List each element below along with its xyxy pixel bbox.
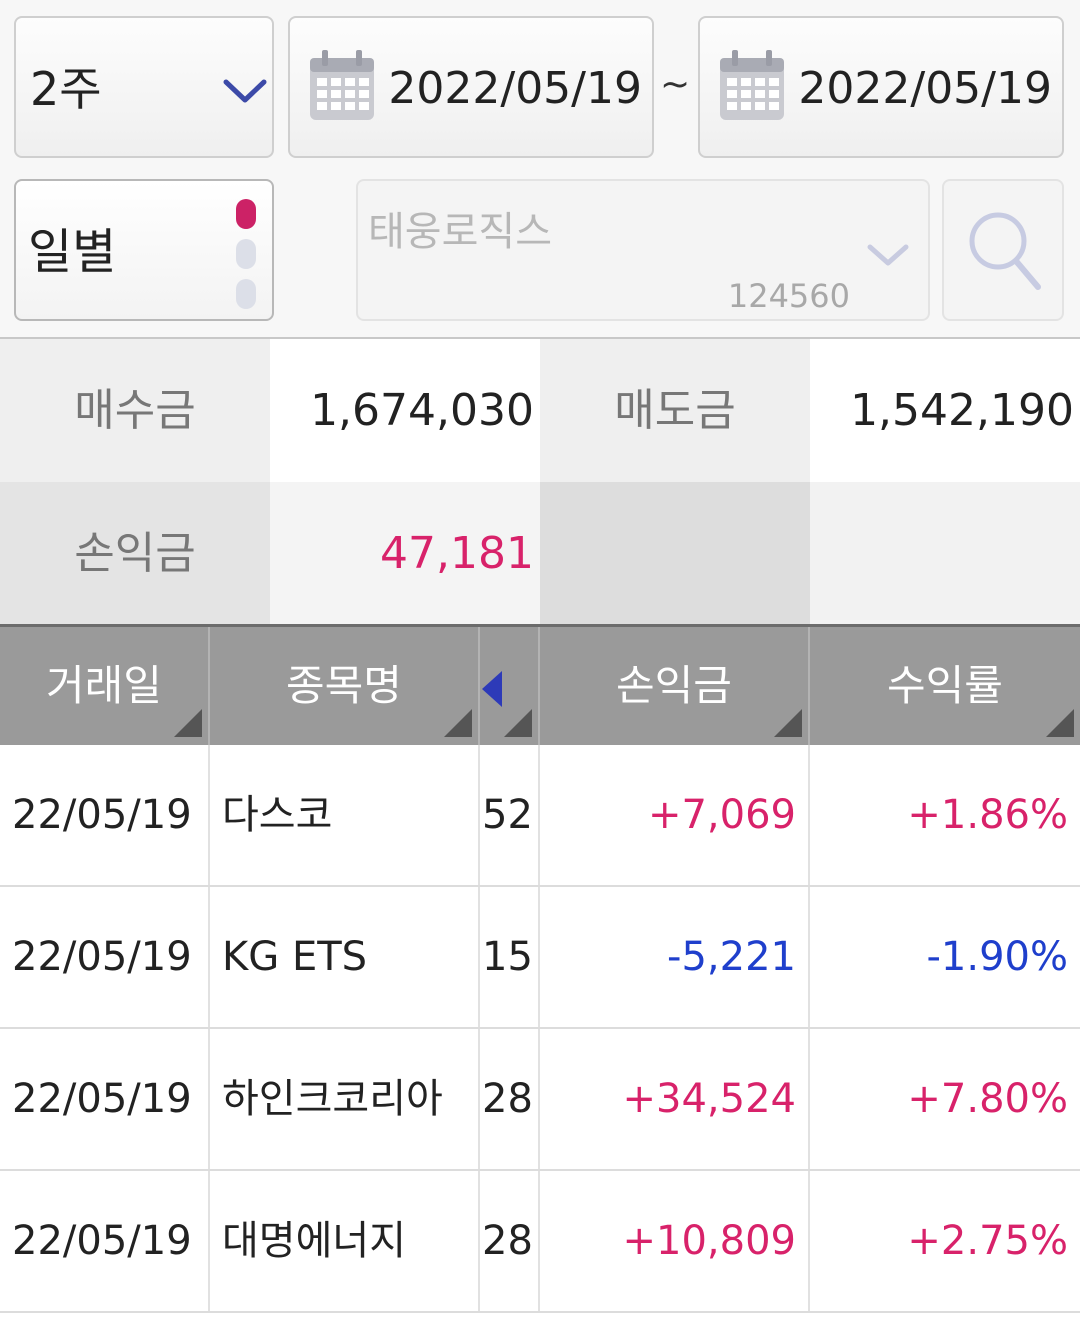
cell-quantity: 15 <box>480 887 540 1027</box>
cell-return-rate: +1.86% <box>907 792 1068 838</box>
stock-name: 태웅로직스 <box>368 209 552 255</box>
mode-indicator-dot-active <box>236 199 256 229</box>
mode-indicator-dot <box>236 239 256 269</box>
column-header-date[interactable]: 거래일 <box>0 627 210 745</box>
profit-value: 47,181 <box>270 482 540 625</box>
search-button[interactable] <box>942 179 1064 321</box>
start-date-picker[interactable]: 2022/05/19 <box>288 16 654 158</box>
cell-trade-date: 22/05/19 <box>0 1029 210 1169</box>
cell-quantity: 28 <box>480 1171 540 1311</box>
sell-amount-value: 1,542,190 <box>810 339 1080 482</box>
chevron-down-icon <box>223 79 267 103</box>
sell-amount-label: 매도금 <box>540 339 810 482</box>
chevron-down-icon <box>867 244 909 266</box>
cell-quantity: 28 <box>480 1029 540 1169</box>
table-row[interactable]: 22/05/19 하인크코리아 28 +34,524 +7.80% <box>0 1029 1080 1171</box>
empty-cell <box>540 482 810 625</box>
calendar-icon <box>720 50 784 120</box>
sort-corner-icon <box>444 709 472 737</box>
cell-trade-date: 22/05/19 <box>0 745 210 885</box>
cell-stock-name: KG ETS <box>210 887 480 1027</box>
sort-corner-icon <box>774 709 802 737</box>
cell-stock-name: 다스코 <box>210 745 480 885</box>
summary-panel: 매수금 1,674,030 매도금 1,542,190 손익금 47,181 <box>0 339 1080 625</box>
date-range-separator: ~ <box>660 64 691 105</box>
cell-profit: +7,069 <box>540 745 810 885</box>
table-header: 거래일 종목명 손익금 수익률 <box>0 624 1080 745</box>
column-header-return-rate[interactable]: 수익률 <box>810 627 1080 745</box>
buy-amount-label: 매수금 <box>0 339 270 482</box>
table-row[interactable]: 22/05/19 대명에너지 28 +10,809 +2.75% <box>0 1171 1080 1313</box>
end-date-picker[interactable]: 2022/05/19 <box>698 16 1064 158</box>
cell-stock-name: 대명에너지 <box>210 1171 480 1311</box>
cell-stock-name: 하인크코리아 <box>210 1029 480 1169</box>
cell-trade-date: 22/05/19 <box>0 1171 210 1311</box>
table-row[interactable]: 22/05/19 KG ETS 15 -5,221 -1.90% <box>0 887 1080 1029</box>
cell-profit: +34,524 <box>540 1029 810 1169</box>
stock-code: 124560 <box>727 277 850 315</box>
mode-indicator-dot <box>236 279 256 309</box>
column-header-label: 거래일 <box>46 661 162 710</box>
buy-amount-value: 1,674,030 <box>270 339 540 482</box>
cell-quantity: 52 <box>480 745 540 885</box>
cell-profit: +10,809 <box>540 1171 810 1311</box>
sort-corner-icon <box>504 709 532 737</box>
column-header-label: 수익률 <box>887 661 1003 710</box>
end-date-value: 2022/05/19 <box>798 63 1052 114</box>
view-mode-value: 일별 <box>28 224 117 280</box>
period-value: 2주 <box>30 62 102 116</box>
stock-select[interactable]: 태웅로직스 124560 <box>356 179 930 321</box>
cell-trade-date: 22/05/19 <box>0 887 210 1027</box>
period-select[interactable]: 2주 <box>14 16 274 158</box>
scroll-left-arrow-icon[interactable] <box>482 671 502 707</box>
column-header-stock-name[interactable]: 종목명 <box>210 627 480 745</box>
start-date-value: 2022/05/19 <box>388 63 642 114</box>
view-mode-toggle[interactable]: 일별 <box>14 179 274 321</box>
column-header-quantity[interactable] <box>480 627 540 745</box>
sort-corner-icon <box>1046 709 1074 737</box>
calendar-icon <box>310 50 374 120</box>
cell-return-rate: +2.75% <box>907 1218 1068 1264</box>
column-header-profit[interactable]: 손익금 <box>540 627 810 745</box>
search-icon <box>969 212 1041 290</box>
empty-cell <box>810 482 1080 625</box>
table-row[interactable]: 22/05/19 다스코 52 +7,069 +1.86% <box>0 745 1080 887</box>
filter-panel: 2주 2022/05/19 ~ <box>0 0 1080 339</box>
column-header-label: 종목명 <box>286 661 402 710</box>
cell-return-rate: +7.80% <box>907 1076 1068 1122</box>
profit-label: 손익금 <box>0 482 270 625</box>
column-header-label: 손익금 <box>616 661 732 710</box>
cell-profit: -5,221 <box>540 887 810 1027</box>
sort-corner-icon <box>174 709 202 737</box>
cell-return-rate: -1.90% <box>926 934 1068 980</box>
